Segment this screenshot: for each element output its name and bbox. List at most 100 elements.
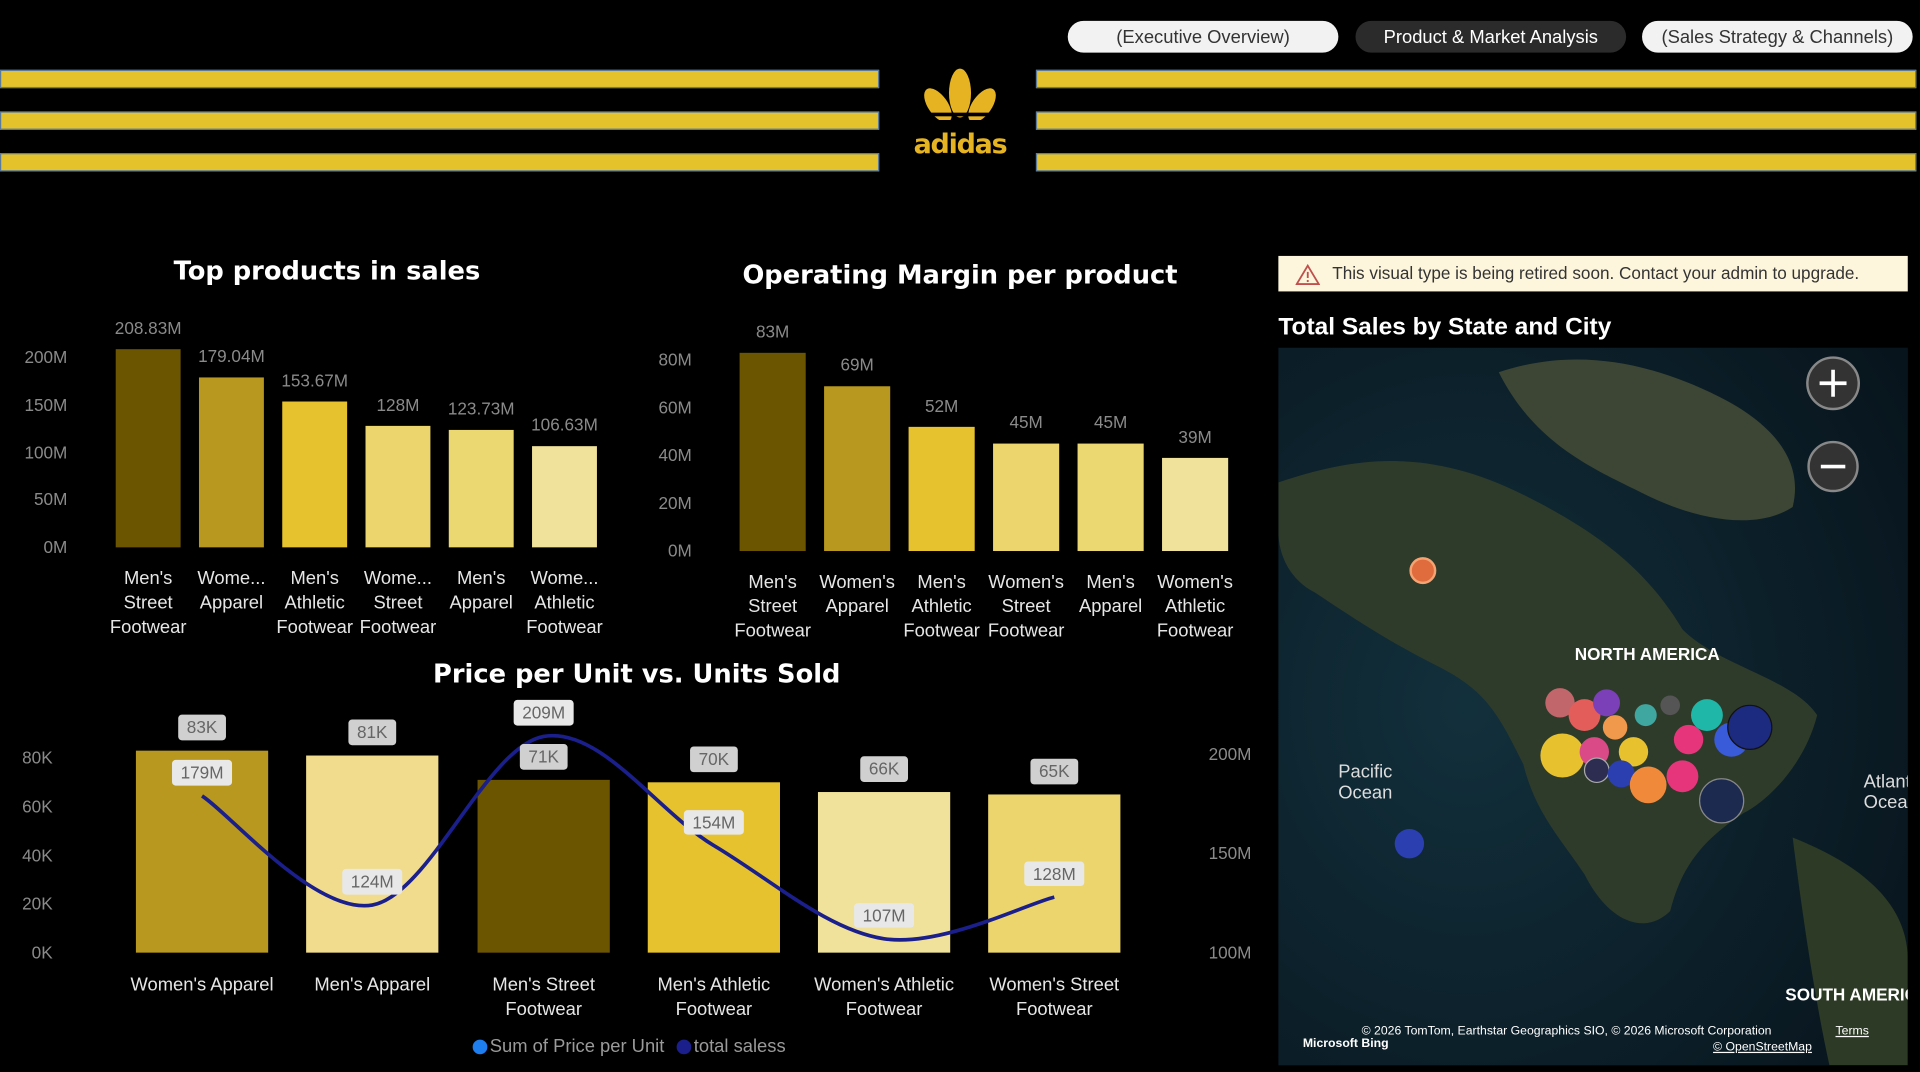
map-bubble [1629,766,1667,804]
bar [739,352,806,552]
stripe [1035,111,1917,130]
stripe [0,69,880,89]
map-bubble [1618,737,1649,767]
map-bubble [1545,688,1575,718]
nav-button[interactable]: (Sales Strategy & Channels) [1642,20,1913,53]
stripe [1035,153,1917,172]
nav-button[interactable]: (Executive Overview) [1067,20,1339,53]
map-osm[interactable]: © OpenStreetMap [1713,1040,1812,1055]
logo-trefoil [917,68,1003,124]
x-tick-label: Men's Apparel [314,974,431,996]
map-bubble [1666,760,1699,793]
x-tick-label: Women's Athletic Footwear [814,974,955,1021]
data-label: 123.73M [447,398,515,419]
y-tick-label: 50M [33,489,68,510]
data-label: 66K [860,756,908,782]
data-label: 179.04M [198,346,265,366]
bar [282,401,348,548]
y2-tick-label: 150M [1208,843,1252,863]
legend-label: total saless [693,1035,786,1057]
bar [365,425,431,548]
bar [532,446,597,548]
data-label: 124M [342,869,403,895]
x-tick-label: Women's Street Footwear [987,571,1065,642]
map-bubble [1540,733,1585,778]
data-label: 128M [376,394,420,415]
x-tick-label: Men's Street Footwear [492,974,595,1021]
y-tick-label: 0M [43,537,68,557]
stripe [0,111,880,130]
x-tick-label: Wome... Street Footwear [359,568,437,638]
bar [448,429,514,548]
bar [908,426,975,552]
x-tick-label: Men's Athletic Footwear [657,974,771,1021]
map-label: Atlantic Ocean [1863,771,1908,814]
y2-tick-label: 200M [1208,744,1252,764]
y-tick-label: 0M [668,540,692,561]
y-tick-label: 80M [658,349,692,370]
y-tick-label: 60K [22,796,53,816]
bar [1162,457,1229,552]
line [201,733,1055,942]
warning-banner: This visual type is being retired soon. … [1278,255,1908,292]
x-tick-label: Men's Athletic Footwear [903,571,980,642]
legend-marker [676,1039,692,1055]
logo-text: adidas [913,129,1008,161]
map-bubble [1660,695,1681,716]
data-label: 128M [1024,861,1085,887]
map-bubble [1607,760,1635,788]
x-tick-label: Wome... Apparel [197,568,266,614]
map-brand: Microsoft Bing [1302,1037,1389,1051]
data-label: 153.67M [281,370,349,390]
data-label: 83K [178,714,226,741]
data-label: 83M [755,321,790,342]
map-terms[interactable]: Terms [1835,1024,1869,1039]
y-tick-label: 40M [658,445,692,465]
data-label: 39M [1178,426,1212,447]
map-label: SOUTH AMERICA [1785,984,1907,1005]
data-label: 154M [683,809,744,835]
x-tick-label: Men's Street Footwear [734,571,811,642]
legend-marker [472,1039,488,1055]
map-title: Total Sales by State and City [1278,313,1612,341]
chart-title: Price per Unit vs. Units Sold [433,659,841,689]
x-tick-label: Men's Apparel [1078,571,1143,618]
y-tick-label: 40K [22,845,53,865]
x-tick-label: Men's Street Footwear [109,568,187,638]
y-tick-label: 20M [658,492,692,513]
map-bubble [1691,699,1723,732]
data-label: 65K [1030,758,1079,784]
data-label: 52M [924,395,959,416]
data-label: 45M [1009,412,1043,433]
map-background [1278,347,1908,1066]
bar [306,755,439,953]
y-tick-label: 0K [31,942,53,962]
y-tick-label: 80K [22,747,53,768]
y-tick-label: 150M [24,394,68,415]
map-bubble [1727,704,1773,751]
y2-tick-label: 100M [1208,942,1252,962]
x-tick-label: Women's Apparel [819,571,895,618]
stripe [1035,69,1917,89]
map-label: NORTH AMERICA [1574,644,1720,664]
map-label: Pacific Ocean [1338,761,1393,804]
map-bubble [1568,699,1601,732]
chart-title: Top products in sales [173,256,481,286]
map-bubble [1602,715,1628,740]
stripe [0,153,880,172]
map-bubble [1409,557,1437,585]
x-tick-label: Men's Athletic Footwear [276,568,353,638]
y-tick-label: 20K [22,893,53,914]
data-label: 208.83M [114,318,182,338]
x-tick-label: Men's Apparel [449,568,513,614]
nav-button[interactable]: Product & Market Analysis [1355,20,1627,53]
bar [477,779,610,953]
bar [824,386,891,552]
y-tick-label: 100M [24,442,68,462]
map: NORTH AMERICA Pacific Ocean Atlantic Oce… [1278,347,1908,1066]
data-label: 69M [840,355,874,375]
y-tick-label: 200M [24,347,68,367]
x-tick-label: Women's Street Footwear [989,974,1120,1021]
data-label: 107M [854,902,915,929]
